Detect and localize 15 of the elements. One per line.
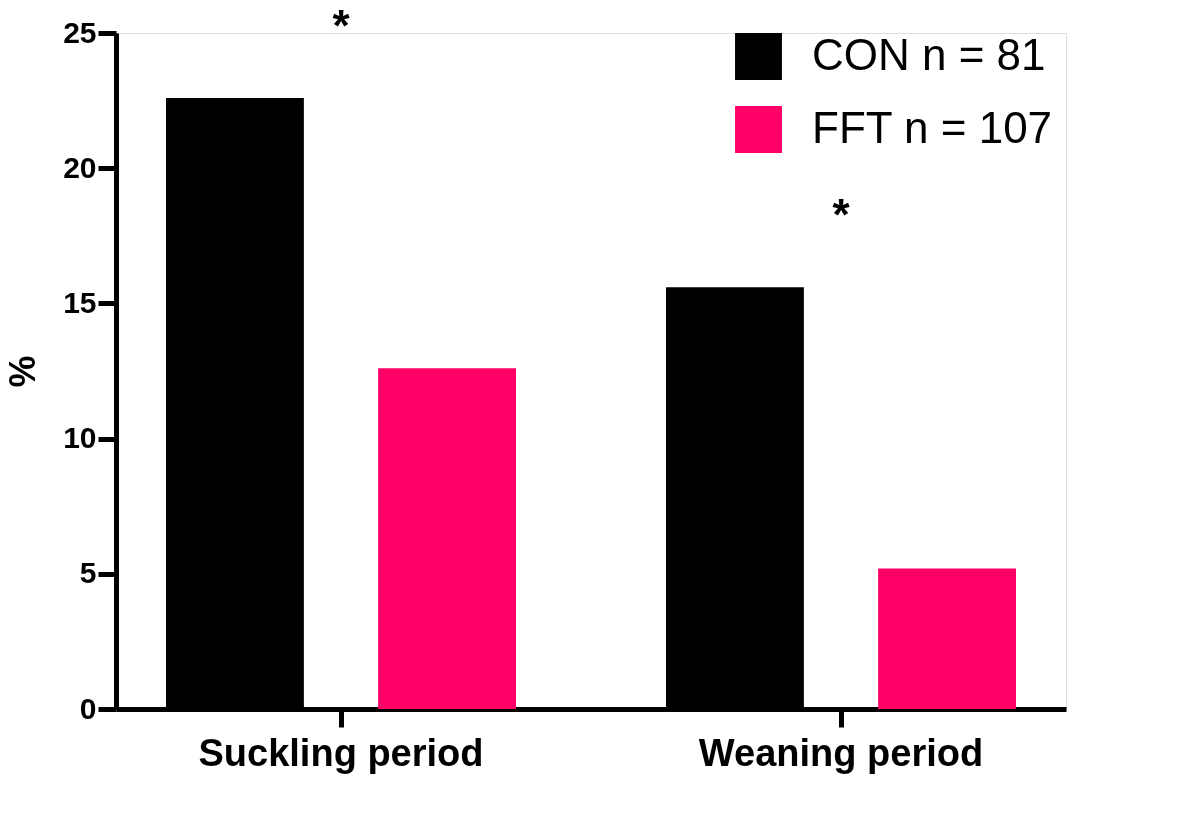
bar <box>378 368 516 709</box>
annotation: * <box>832 190 851 240</box>
y-tick-label: 15 <box>63 285 97 319</box>
legend-label: CON n = 81 <box>812 29 1046 79</box>
y-axis-title: % <box>2 355 44 388</box>
y-tick-label: 0 <box>79 691 97 725</box>
bar <box>878 568 1016 709</box>
x-tick-label: Suckling period <box>198 731 484 774</box>
y-tick-label: 10 <box>63 421 97 455</box>
y-tick-label: 5 <box>79 556 97 590</box>
y-tick-label: 25 <box>63 15 97 49</box>
legend-label: FFT n = 107 <box>812 102 1053 152</box>
annotation: * <box>332 0 351 50</box>
x-tick-label: Weaning period <box>698 731 984 774</box>
y-tick-label: 20 <box>63 150 97 184</box>
